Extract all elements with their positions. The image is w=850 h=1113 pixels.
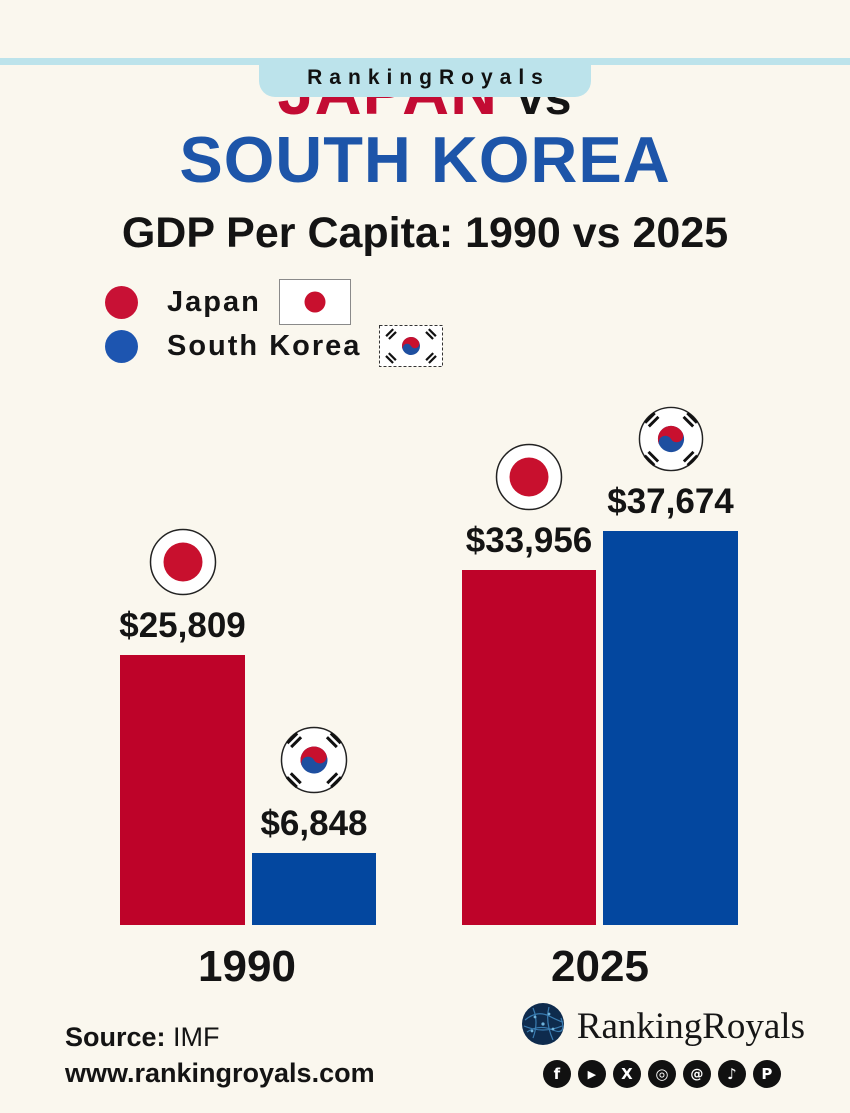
japan-flag-badge — [495, 443, 563, 516]
instagram-icon: ◎ — [647, 1060, 676, 1088]
tiktok-icon: ♪ — [717, 1060, 746, 1088]
brand-block: RankingRoyals f ▶ X ◎ @ ♪ P — [519, 1000, 805, 1088]
source-block: Source: IMF www.rankingroyals.com — [65, 1020, 375, 1091]
brand-name: RankingRoyals — [576, 1006, 805, 1047]
facebook-icon: f — [542, 1060, 571, 1088]
legend-label-south-korea: South Korea — [167, 329, 362, 362]
japan-flag-icon — [278, 279, 351, 326]
source-line: Source: IMF — [65, 1020, 375, 1056]
value-label-japan-2025: $33,956 — [465, 521, 593, 560]
page-title: JAPAN vs SOUTH KOREA — [0, 58, 850, 193]
youtube-icon: ▶ — [577, 1060, 606, 1088]
legend: Japan South Korea — [105, 279, 850, 368]
value-label-japan-1990: $25,809 — [119, 606, 246, 645]
globe-logo-icon — [519, 1000, 567, 1053]
bar-rect-south-korea-2025 — [603, 531, 738, 925]
source-label: Source: — [65, 1022, 166, 1052]
japan-flag-badge — [149, 528, 217, 601]
bar-rect-japan-1990 — [120, 655, 245, 925]
title-south-korea: SOUTH KOREA — [179, 122, 671, 196]
x-axis-label-2025: 2025 — [551, 942, 649, 991]
bar-chart: $25,809 $6,848 — [0, 406, 850, 925]
social-icons-row: f ▶ X ◎ @ ♪ P — [542, 1060, 781, 1088]
japan-dot-icon — [105, 285, 138, 319]
x-icon: X — [612, 1060, 641, 1088]
footer: Source: IMF www.rankingroyals.com — [0, 1000, 850, 1091]
legend-item-japan: Japan — [105, 279, 850, 326]
bar-japan-2025: $33,956 — [462, 443, 596, 925]
threads-icon: @ — [682, 1060, 711, 1088]
x-axis-label-1990: 1990 — [198, 942, 296, 991]
legend-label-japan: Japan — [167, 285, 261, 318]
website-url: www.rankingroyals.com — [65, 1057, 375, 1088]
value-label-south-korea-2025: $37,674 — [607, 482, 734, 521]
pinterest-icon: P — [752, 1060, 781, 1088]
bar-japan-1990: $25,809 — [119, 528, 246, 925]
bar-rect-japan-2025 — [462, 570, 596, 925]
bar-rect-south-korea-1990 — [252, 853, 376, 925]
legend-item-south-korea: South Korea — [105, 324, 850, 368]
brand-banner-label: RankingRoyals — [307, 65, 550, 89]
brand-banner: RankingRoyals — [259, 58, 591, 97]
chart-subtitle: GDP Per Capita: 1990 vs 2025 — [121, 209, 729, 258]
value-label-south-korea-1990: $6,848 — [260, 804, 368, 843]
south-korea-flag-badge — [638, 406, 704, 477]
source-value: IMF — [173, 1022, 220, 1052]
brand-logo-row: RankingRoyals — [519, 1000, 805, 1053]
south-korea-flag-icon — [379, 325, 444, 368]
south-korea-dot-icon — [105, 329, 138, 363]
bar-south-korea-1990: $6,848 — [252, 726, 376, 925]
south-korea-flag-badge — [280, 726, 348, 799]
bar-south-korea-2025: $37,674 — [603, 406, 738, 925]
